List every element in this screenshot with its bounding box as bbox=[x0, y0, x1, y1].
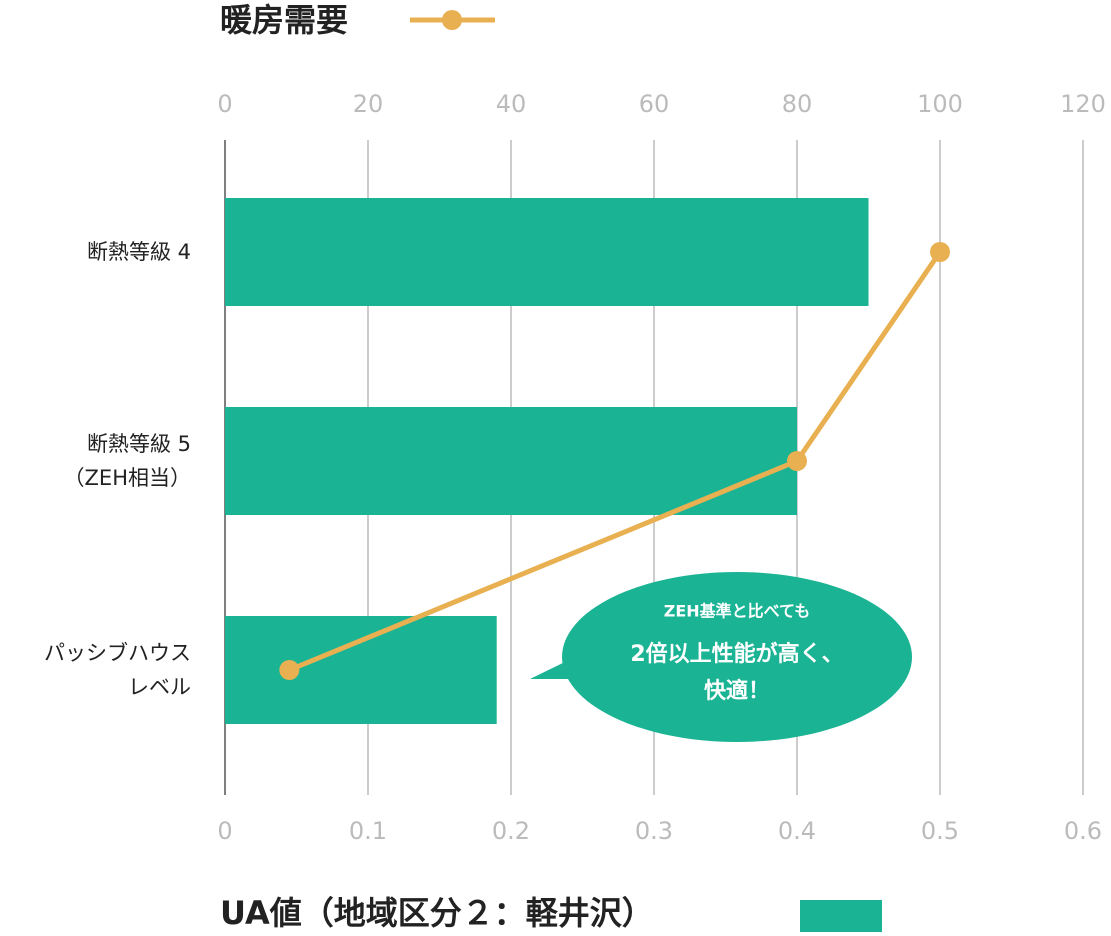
x-tick-label: 0.5 bbox=[921, 817, 959, 845]
point bbox=[930, 242, 950, 262]
x2-tick-label: 0 bbox=[217, 90, 232, 118]
category-label: 断熱等級 4 bbox=[86, 240, 191, 264]
x2-tick-label: 20 bbox=[353, 90, 384, 118]
legend-swatch bbox=[800, 900, 882, 932]
bar bbox=[225, 616, 497, 724]
point bbox=[787, 451, 807, 471]
legend-label: UA値（地域区分２：軽井沢） bbox=[220, 894, 654, 932]
x-tick-label: 0.6 bbox=[1064, 817, 1102, 845]
x2-tick-label: 40 bbox=[496, 90, 527, 118]
x2-tick-label: 80 bbox=[782, 90, 813, 118]
category-label: 断熱等級 5 （ZEH相当） bbox=[63, 432, 191, 490]
x2-tick-label: 100 bbox=[917, 90, 963, 118]
x-tick-label: 0.3 bbox=[635, 817, 673, 845]
callout-text: 快適！ bbox=[704, 678, 770, 704]
x-tick-label: 0 bbox=[217, 817, 232, 845]
bar bbox=[225, 407, 797, 515]
category-label: パッシブハウス レベル bbox=[44, 641, 191, 699]
x-tick-label: 0.1 bbox=[349, 817, 387, 845]
x2-tick-label: 60 bbox=[639, 90, 670, 118]
x2-tick-label: 120 bbox=[1060, 90, 1106, 118]
x-tick-label: 0.2 bbox=[492, 817, 530, 845]
callout-text: 2倍以上性能が高く、 bbox=[630, 641, 843, 667]
point bbox=[279, 660, 300, 680]
callout-text: ZEH基準と比べても bbox=[664, 602, 810, 621]
callout bbox=[562, 572, 912, 742]
bar bbox=[225, 198, 869, 306]
legend-label: 暖房需要 bbox=[220, 1, 348, 39]
legend-marker bbox=[442, 10, 462, 30]
x-tick-label: 0.4 bbox=[778, 817, 816, 845]
